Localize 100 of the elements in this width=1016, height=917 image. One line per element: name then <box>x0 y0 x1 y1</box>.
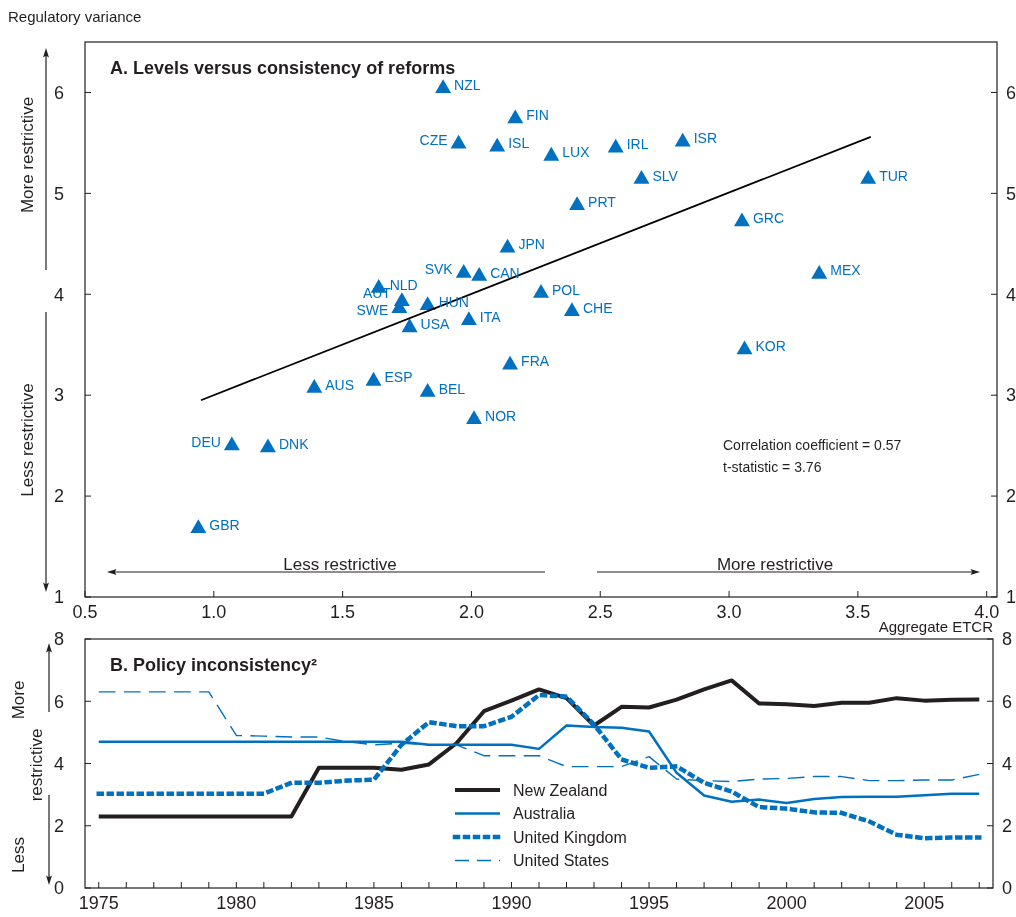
point <box>736 340 753 355</box>
data-label: TUR <box>879 167 908 184</box>
y-tick-label: 4 <box>53 753 64 774</box>
point <box>860 170 877 184</box>
annotation: t-statistic = 3.76 <box>723 458 822 475</box>
y2-tick-label: 2 <box>1002 816 1013 837</box>
data-label: NOR <box>485 407 517 424</box>
point <box>633 170 650 184</box>
data-label: FIN <box>526 107 549 124</box>
legend-label: United States <box>513 852 610 870</box>
x-tick-label: 2005 <box>904 893 945 913</box>
text: A. Levels versus consistency of reforms <box>110 58 456 78</box>
point <box>533 284 549 298</box>
y2-tick-label: 5 <box>1006 183 1016 204</box>
data-label: AUS <box>325 376 355 393</box>
data-label: DNK <box>278 436 310 453</box>
y-axis-title: Regulatory variance <box>8 8 142 25</box>
text: restrictive <box>26 728 46 802</box>
y2-tick-label: 6 <box>1006 82 1016 103</box>
y2-tick-label: 0 <box>1002 878 1013 899</box>
data-label: KOR <box>755 338 786 355</box>
point <box>507 109 524 124</box>
point <box>450 134 467 149</box>
y-tick-label: 6 <box>53 691 64 712</box>
point <box>499 238 516 253</box>
x-tick-label: 1980 <box>216 893 257 913</box>
x-tick-label: 3.5 <box>845 602 871 622</box>
text: Less restrictive <box>17 383 37 497</box>
y2-tick-label: 6 <box>1002 691 1013 712</box>
x-tick-label: 1975 <box>78 893 119 913</box>
point <box>543 146 560 161</box>
annotation: Correlation coefficient = 0.57 <box>723 436 902 453</box>
data-label: GBR <box>209 516 240 533</box>
data-label: IRL <box>626 136 649 153</box>
text: B. Policy inconsistency² <box>110 655 318 675</box>
point <box>607 138 624 153</box>
data-label: CHE <box>582 299 613 316</box>
point <box>466 410 482 424</box>
x-tick-label: 2.5 <box>587 602 613 622</box>
y-tick-label: 4 <box>53 284 64 305</box>
y2-tick-label: 8 <box>1002 629 1013 650</box>
point <box>223 436 240 451</box>
y-tick-label: 8 <box>53 629 64 650</box>
y-tick-label: 2 <box>53 816 64 837</box>
point <box>401 318 418 333</box>
x-tick-label: 1.5 <box>330 602 356 622</box>
x-tick-label: 1.0 <box>201 602 227 622</box>
data-label: BEL <box>438 380 466 397</box>
y-tick-label: 1 <box>53 587 64 608</box>
y-tick-label: 5 <box>53 183 64 204</box>
point <box>306 378 323 393</box>
legend-label: Australia <box>513 805 576 823</box>
point <box>502 355 519 370</box>
annotation: Less restrictive <box>283 554 397 574</box>
point <box>259 438 276 453</box>
text: More restrictive <box>17 96 37 214</box>
point <box>569 196 586 211</box>
text: Less <box>8 837 28 873</box>
y-tick-label: 6 <box>53 82 64 103</box>
data-label: SLV <box>652 167 679 184</box>
point <box>455 263 472 278</box>
data-label: LUX <box>562 144 591 161</box>
x-tick-label: 2.0 <box>458 602 484 622</box>
data-label: ISL <box>508 135 530 152</box>
legend-label: New Zealand <box>513 781 608 799</box>
point <box>419 382 436 397</box>
point <box>435 79 452 94</box>
data-label: CAN <box>490 264 520 281</box>
y2-tick-label: 4 <box>1002 753 1013 774</box>
data-label: ITA <box>479 308 502 325</box>
data-label: SVK <box>424 261 454 278</box>
y-tick-label: 2 <box>53 486 64 507</box>
point <box>811 264 828 279</box>
x-tick-label: 1990 <box>491 893 532 913</box>
data-label: FRA <box>521 353 550 370</box>
data-label: PRT <box>588 193 617 210</box>
point <box>471 266 488 281</box>
line-series <box>96 678 982 819</box>
point <box>563 302 580 317</box>
point <box>190 519 207 533</box>
y2-tick-label: 3 <box>1006 385 1016 406</box>
point <box>733 212 750 227</box>
point <box>489 137 506 152</box>
y2-tick-label: 2 <box>1006 486 1016 507</box>
point <box>674 132 691 147</box>
data-label: ESP <box>384 369 413 386</box>
annotation: More restrictive <box>716 554 834 574</box>
data-label: USA <box>420 315 451 332</box>
data-label: SWE <box>356 301 389 318</box>
point <box>460 311 477 326</box>
x-tick-label: 2000 <box>766 893 807 913</box>
data-label: GRC <box>752 210 785 227</box>
text: More <box>8 680 28 720</box>
y-tick-label: 0 <box>53 878 64 899</box>
x-tick-label: 3.0 <box>716 602 742 622</box>
data-label: JPN <box>518 236 545 253</box>
data-label: NZL <box>454 76 481 93</box>
data-label: CZE <box>419 132 448 149</box>
point <box>365 371 382 386</box>
y-tick-label: 3 <box>53 385 64 406</box>
